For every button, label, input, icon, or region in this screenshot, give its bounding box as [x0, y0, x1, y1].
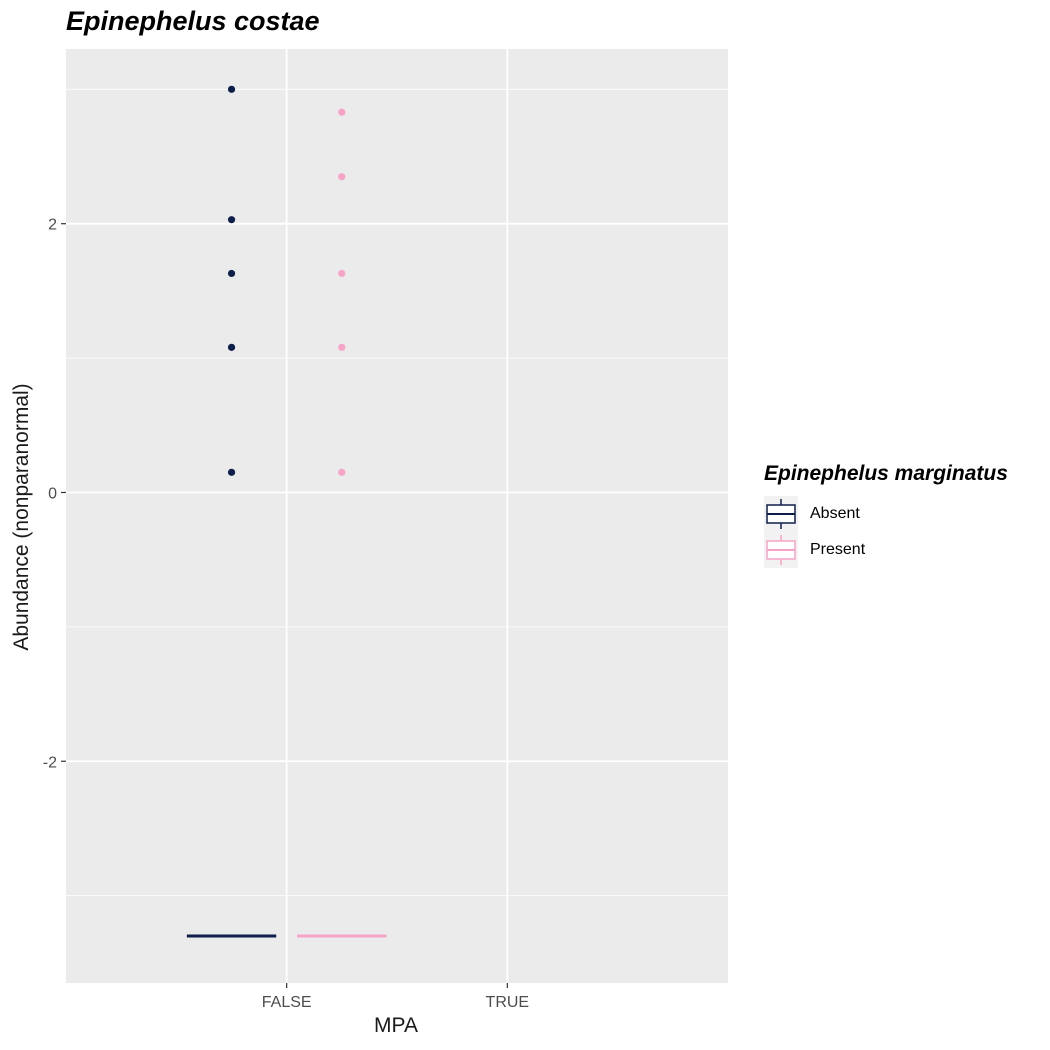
legend-item-present: Present	[764, 532, 1008, 568]
chart-title: Epinephelus costae	[66, 6, 320, 36]
outlier-point-absent	[227, 216, 236, 224]
y-tick-label: -2	[43, 754, 57, 771]
outlier-point-present	[338, 468, 346, 476]
outlier-point-present	[338, 173, 346, 181]
legend-key-absent	[764, 496, 798, 532]
legend-item-absent: Absent	[764, 496, 1008, 532]
outlier-point-present	[338, 343, 346, 351]
legend-key-present	[764, 532, 798, 568]
legend-label-absent: Absent	[810, 505, 860, 522]
outlier-point-present	[338, 108, 346, 116]
x-tick-label: TRUE	[486, 994, 530, 1011]
data-marks	[186, 85, 387, 938]
outlier-point-absent	[227, 343, 236, 351]
major-gridlines	[66, 49, 728, 983]
y-tick-label: 0	[48, 485, 57, 502]
y-tick-label: 2	[48, 217, 57, 234]
outlier-point-absent	[227, 269, 236, 278]
x-axis-label: MPA	[374, 1014, 418, 1037]
legend: Epinephelus marginatus Absent Present	[764, 462, 1008, 568]
legend-title: Epinephelus marginatus	[764, 462, 1008, 485]
plot-panel-background	[66, 49, 728, 983]
x-tick-label: FALSE	[262, 994, 312, 1011]
minor-gridlines	[66, 88, 728, 897]
outlier-point-absent	[227, 85, 236, 93]
legend-label-present: Present	[810, 541, 866, 558]
outlier-point-present	[338, 269, 346, 278]
outlier-point-absent	[227, 468, 236, 476]
axis-ticks: -2 0 2 FALSE TRUE	[43, 217, 529, 1011]
